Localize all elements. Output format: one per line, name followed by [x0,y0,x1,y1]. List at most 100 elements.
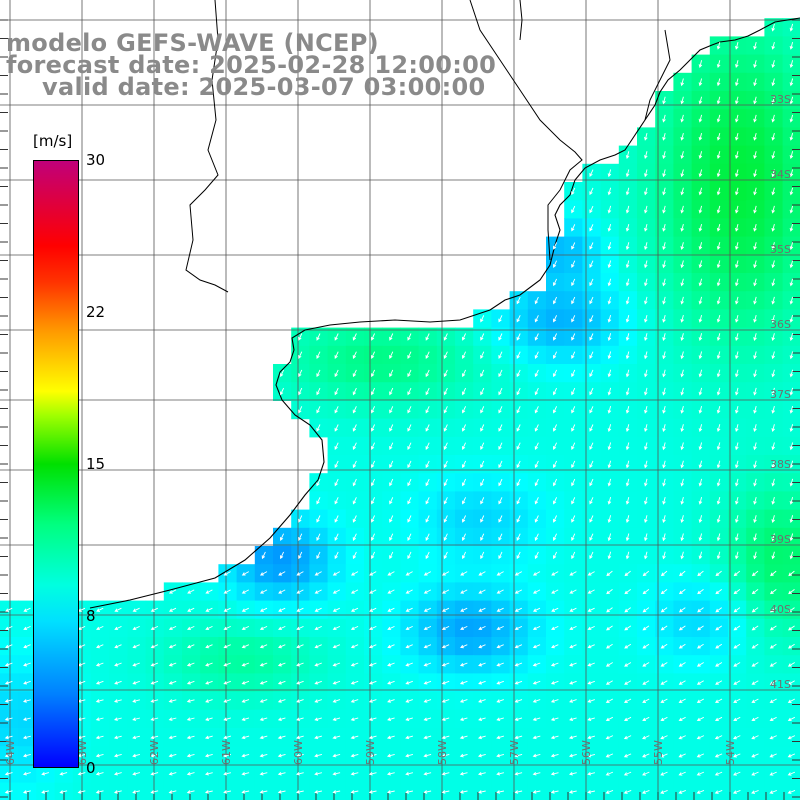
wind-arrow [680,333,685,342]
wind-arrow [496,625,504,631]
wind-arrow [642,716,650,722]
wind-arrow [550,753,559,758]
wind-arrow [606,589,613,595]
wind-arrow [769,607,777,613]
wind-arrow [369,625,377,631]
wind-arrow [735,387,739,396]
wind-arrow [735,551,739,560]
wind-arrow [498,533,503,541]
wind-arrow [568,790,577,794]
wind-arrow [678,771,686,776]
wind-arrow [150,662,159,667]
wind-arrow [662,351,666,360]
wind-arrow [716,296,721,305]
wind-arrow [735,314,739,323]
wind-arrow [389,533,394,541]
wind-arrow [753,369,757,378]
wind-arrow [279,533,285,541]
wind-arrow [571,296,576,305]
wind-arrow [532,589,541,594]
wind-arrow [735,369,739,378]
wind-arrow [532,607,541,612]
wind-arrow [496,589,504,594]
wind-arrow [789,496,794,505]
wind-arrow [789,442,794,451]
wind-arrow [443,424,448,432]
wind-arrow [735,187,739,196]
wind-arrow [496,790,504,794]
wind-arrow [425,460,430,469]
wind-arrow [735,296,739,305]
wind-arrow [716,78,721,87]
wind-arrow [443,442,448,450]
wind-arrow [550,735,559,740]
wind-arrow [733,607,741,613]
wind-arrow [771,551,776,560]
wind-arrow [296,644,304,649]
wind-arrow [589,242,594,250]
wind-arrow [644,460,648,469]
wind-arrow [132,644,140,649]
wind-arrow [607,223,612,232]
wind-arrow [423,735,432,740]
wind-arrow [662,132,666,141]
wind-arrow [95,790,104,794]
wind-arrow [496,571,504,576]
wind-arrow [716,424,721,433]
wind-arrow [443,478,448,487]
wind-arrow [459,680,468,685]
wind-arrow [423,753,432,758]
wind-arrow [680,169,685,178]
wind-arrow [314,753,323,758]
wind-arrow [204,790,213,794]
wind-arrow [571,424,576,432]
wind-arrow [223,607,231,612]
wind-arrow [735,351,739,360]
wind-arrow [789,296,794,305]
wind-arrow [698,551,703,560]
wind-arrow [642,680,650,685]
wind-arrow [733,716,741,722]
wind-arrow [187,625,195,631]
wind-arrow [168,699,177,703]
wind-arrow [680,296,685,305]
wind-arrow [405,589,413,594]
wind-arrow [332,735,341,740]
longitude-label: 60W [292,740,305,765]
wind-arrow [514,771,523,776]
wind-arrow [607,187,612,196]
wind-arrow [423,644,432,649]
wind-arrow [205,717,213,721]
wind-arrow [571,460,576,469]
wind-arrow [571,533,576,541]
wind-arrow [516,460,521,469]
wind-arrow [516,315,521,323]
wind-arrow [753,533,757,542]
wind-arrow [696,771,705,776]
wind-arrow [516,387,521,396]
wind-arrow [441,753,450,758]
wind-arrow [498,478,503,487]
wind-arrow [660,662,668,667]
wind-arrow [241,644,250,649]
wind-arrow [23,662,31,667]
wind-arrow [298,515,303,523]
longitude-labels: 64W 63W 62W 61W 60W 59W 58W 57W 56W 55W 54W [4,740,737,765]
wind-arrow [187,607,195,612]
wind-arrow [407,478,412,487]
wind-arrow [732,789,741,794]
wind-arrow [350,680,359,685]
wind-arrow [443,551,448,560]
wind-arrow [387,625,395,631]
wind-arrow [698,78,703,87]
wind-arrow [368,790,377,794]
wind-arrow [223,717,231,721]
wind-arrow [370,406,376,414]
wind-arrow [532,735,541,740]
wind-arrow [662,205,666,214]
wind-arrow [642,625,650,631]
colorbar-tick-0: 0 [86,759,96,777]
wind-arrow [441,607,450,612]
wind-arrow [168,662,177,667]
wind-arrow [461,387,467,396]
